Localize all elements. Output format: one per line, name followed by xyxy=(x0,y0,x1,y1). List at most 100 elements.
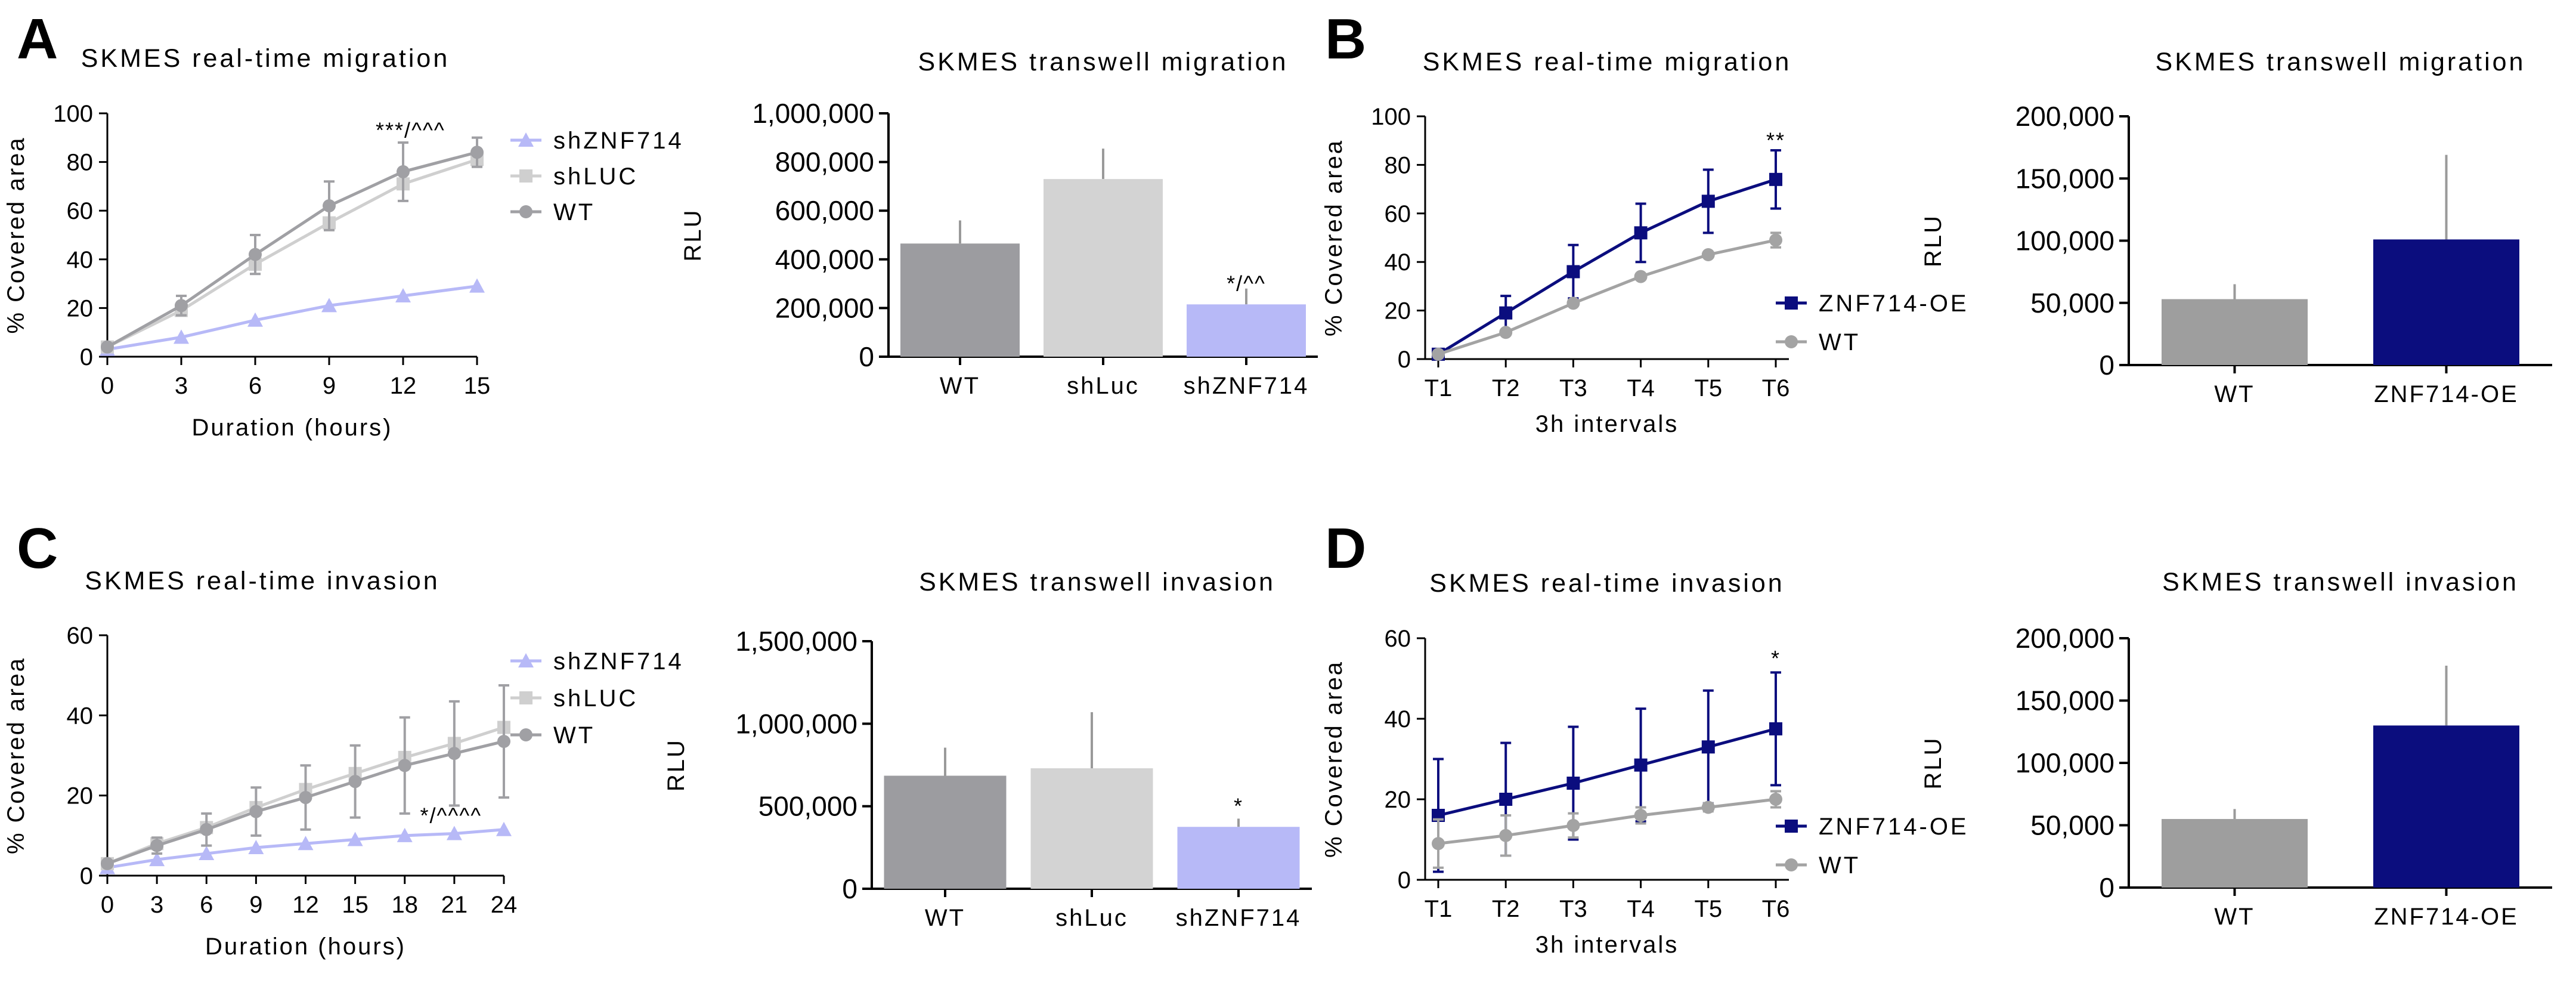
y-tick-label: 60 xyxy=(1385,201,1411,227)
legend-marker xyxy=(518,653,534,667)
data-point xyxy=(1769,233,1782,247)
series-WT xyxy=(1432,790,1782,869)
y-tick-label: 20 xyxy=(67,783,94,809)
series-line xyxy=(106,158,478,348)
data-point xyxy=(496,821,512,836)
data-point xyxy=(1566,777,1580,790)
data-point xyxy=(395,288,411,302)
data-point xyxy=(1566,296,1580,310)
legend-marker xyxy=(1785,296,1798,310)
data-point xyxy=(248,839,264,854)
x-tick-label: WT xyxy=(940,373,980,399)
data-point xyxy=(1566,265,1580,279)
bar xyxy=(900,243,1020,357)
data-point xyxy=(1432,837,1445,851)
data-point xyxy=(1769,793,1782,806)
series-line xyxy=(107,285,478,351)
y-tick-label: 0 xyxy=(80,344,93,370)
data-point xyxy=(1499,829,1513,842)
data-point xyxy=(470,146,484,159)
chart-d_line: SKMES real-time invasion 0 20 40 60 T1 T2 T3 T4 T… xyxy=(1321,569,1967,958)
data-point xyxy=(149,852,165,867)
data-point xyxy=(1769,722,1782,735)
chart-d_bar: SKMES transwell invasion 0 50,000 100,000 15… xyxy=(1920,568,2552,930)
series-WT xyxy=(101,684,510,870)
x-tick-label: 6 xyxy=(249,373,262,399)
series-WT xyxy=(1432,231,1782,361)
x-tick-label: 12 xyxy=(390,373,417,399)
x-tick-label: T1 xyxy=(1425,375,1453,401)
y-axis-label: RLU xyxy=(1920,736,1946,789)
x-tick-label: 15 xyxy=(464,373,491,399)
y-tick-label: 400,000 xyxy=(775,244,874,275)
data-point xyxy=(447,747,461,761)
data-point xyxy=(469,278,485,293)
chart-a_line: SKMES real-time migration 0 20 40 60 80 100 0 3 6… xyxy=(3,44,684,441)
data-point xyxy=(1701,194,1715,208)
y-tick-label: 500,000 xyxy=(758,791,857,822)
legend-marker xyxy=(1785,858,1798,871)
data-point xyxy=(323,199,336,213)
chart-a_bar: SKMES transwell migration 0 200,000 400,000… xyxy=(680,48,1318,399)
x-tick-label: ZNF714-OE xyxy=(2374,381,2519,407)
data-point xyxy=(247,312,263,327)
y-tick-label: 20 xyxy=(1385,787,1411,813)
data-point xyxy=(298,836,314,851)
x-tick-label: T4 xyxy=(1627,375,1655,401)
data-point xyxy=(1634,809,1648,822)
x-tick-label: 6 xyxy=(200,892,213,918)
chart-title: SKMES transwell invasion xyxy=(919,568,1275,596)
x-tick-label: 0 xyxy=(101,892,114,918)
data-point xyxy=(497,734,510,748)
y-tick-label: 50,000 xyxy=(2030,288,2114,319)
y-axis-label: % Covered area xyxy=(1321,139,1347,336)
series-ZNF714-OE xyxy=(1432,671,1782,873)
bar xyxy=(2162,819,2308,888)
series-line xyxy=(1438,797,1776,845)
legend-marker xyxy=(519,728,532,741)
x-axis-label: 3h intervals xyxy=(1535,411,1679,437)
y-tick-label: 40 xyxy=(1385,249,1411,276)
x-tick-label: T3 xyxy=(1559,896,1587,922)
y-tick-label: 60 xyxy=(67,623,94,649)
chart-c_bar: SKMES transwell invasion 0 500,000 1,000,00… xyxy=(663,568,1312,931)
data-point xyxy=(1701,800,1715,814)
data-point xyxy=(1566,818,1580,832)
data-point xyxy=(200,823,213,836)
y-axis-label: % Covered area xyxy=(3,657,29,854)
y-axis-label: RLU xyxy=(1920,214,1946,267)
data-point xyxy=(249,805,263,818)
significance-label: ** xyxy=(1766,128,1785,153)
y-axis-label: % Covered area xyxy=(1321,660,1347,858)
bar xyxy=(2373,239,2519,365)
legend-label: shZNF714 xyxy=(553,128,684,154)
series-WT xyxy=(101,136,484,354)
data-point xyxy=(199,846,215,861)
x-tick-label: 21 xyxy=(441,892,468,918)
legend-marker xyxy=(519,205,532,218)
y-tick-label: 100,000 xyxy=(2015,225,2114,256)
y-tick-label: 1,000,000 xyxy=(752,98,874,129)
chart-title: SKMES transwell migration xyxy=(918,48,1289,76)
series-shLUC xyxy=(101,153,484,354)
y-axis-label: RLU xyxy=(680,208,706,261)
y-tick-label: 40 xyxy=(1385,706,1411,732)
chart-c_line: SKMES real-time invasion 0 20 40 60 0 3 6 9 12 15 1… xyxy=(3,567,682,960)
x-axis-label: 3h intervals xyxy=(1535,932,1679,958)
y-tick-label: 200,000 xyxy=(2015,623,2114,654)
y-tick-label: 100,000 xyxy=(2015,747,2114,778)
x-tick-label: 24 xyxy=(491,892,518,918)
data-point xyxy=(101,340,114,354)
legend-label: WT xyxy=(553,722,595,749)
x-tick-label: shZNF714 xyxy=(1184,373,1309,399)
chart-title: SKMES real-time invasion xyxy=(85,567,439,595)
data-point xyxy=(347,831,363,846)
data-point xyxy=(446,826,462,840)
y-tick-label: 20 xyxy=(1385,298,1411,324)
x-tick-label: WT xyxy=(2214,381,2255,407)
panel-label-c: C xyxy=(17,517,58,580)
x-tick-label: shLuc xyxy=(1067,373,1140,399)
data-point xyxy=(1499,793,1513,806)
legend-label: shLUC xyxy=(553,163,638,190)
